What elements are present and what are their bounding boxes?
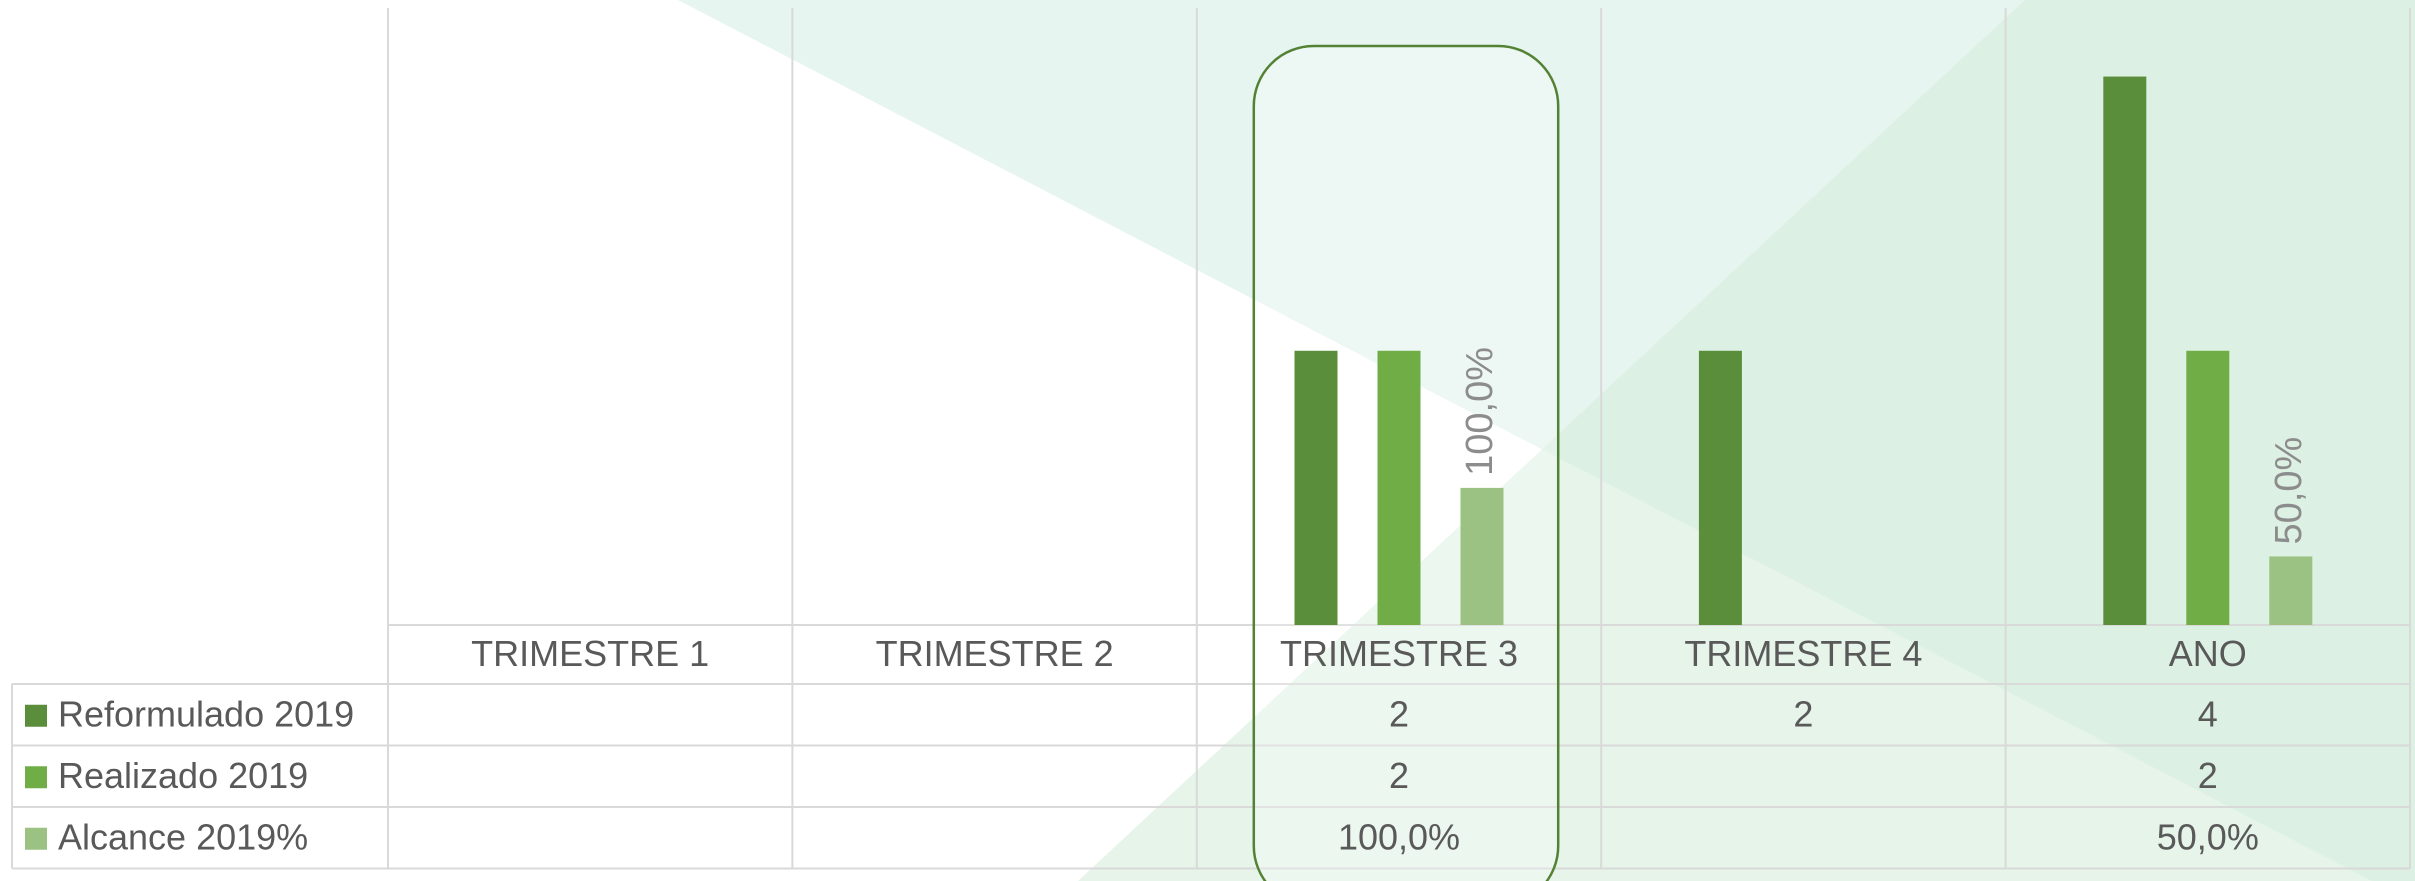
legend-label: Realizado 2019 bbox=[58, 755, 308, 796]
data-label: 50,0% bbox=[2268, 437, 2310, 545]
x-tick-label: TRIMESTRE 2 bbox=[876, 633, 1114, 674]
bar bbox=[2186, 350, 2230, 625]
bar bbox=[1377, 350, 1421, 625]
legend-label: Reformulado 2019 bbox=[58, 693, 354, 734]
table-cell: 2 bbox=[2198, 755, 2218, 796]
x-tick-label: TRIMESTRE 3 bbox=[1280, 633, 1518, 674]
table-cell: 2 bbox=[1389, 755, 1409, 796]
bar bbox=[1698, 350, 1742, 625]
bar bbox=[2103, 76, 2147, 626]
legend-key bbox=[25, 766, 47, 789]
legend-key bbox=[25, 704, 47, 727]
table-cell: 50,0% bbox=[2157, 816, 2259, 857]
x-tick-label: ANO bbox=[2169, 633, 2247, 674]
bar bbox=[1294, 350, 1338, 625]
background-shape bbox=[1078, 0, 2415, 881]
table-cell: 100,0% bbox=[1338, 816, 1460, 857]
x-tick-label: TRIMESTRE 4 bbox=[1684, 633, 1922, 674]
x-tick-label: TRIMESTRE 1 bbox=[471, 633, 709, 674]
data-label: 100,0% bbox=[1459, 347, 1501, 476]
table-cell: 2 bbox=[1793, 693, 1813, 734]
legend-label: Alcance 2019% bbox=[58, 816, 308, 857]
table-cell: 4 bbox=[2198, 693, 2218, 734]
table-cell: 2 bbox=[1389, 693, 1409, 734]
bar bbox=[1460, 487, 1504, 625]
legend-key bbox=[25, 827, 47, 850]
bar bbox=[2269, 556, 2313, 625]
